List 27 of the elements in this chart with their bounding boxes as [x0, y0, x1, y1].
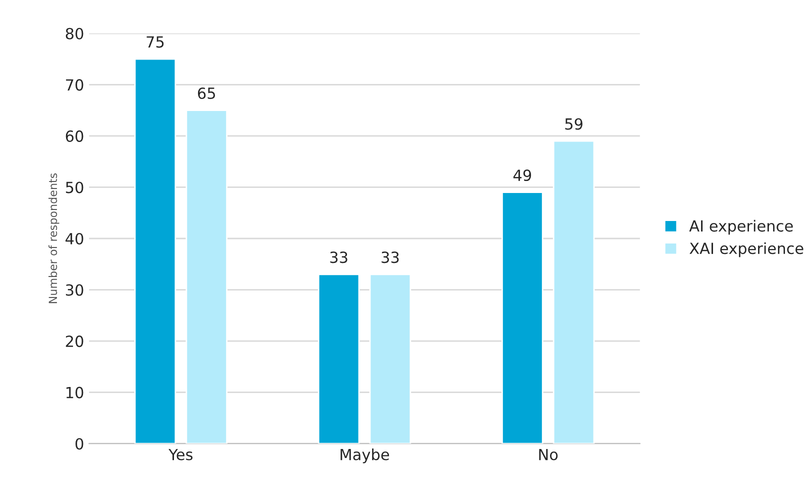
y-tick-label: 60: [66, 130, 84, 142]
bar: [186, 110, 228, 444]
x-tick-label: Yes: [168, 448, 192, 460]
y-tick-label: 20: [66, 336, 84, 348]
bar: [369, 274, 412, 444]
data-label: 65: [198, 87, 215, 100]
bar: [318, 274, 360, 444]
y-tick-label: 40: [66, 232, 84, 245]
y-tick-label: 50: [66, 182, 84, 194]
data-label: 33: [382, 252, 399, 264]
data-label: 33: [330, 252, 348, 264]
x-tick-label: Maybe: [340, 448, 390, 464]
y-axis-title: Number of respondents: [48, 173, 60, 304]
bar: [134, 58, 176, 444]
data-label: 59: [565, 118, 582, 130]
bar: [552, 140, 595, 444]
bar: [502, 192, 544, 444]
data-label: 49: [513, 170, 532, 182]
x-tick-label: No: [539, 448, 558, 460]
y-tick-label: 70: [66, 79, 84, 91]
y-tick-label: 0: [76, 438, 84, 450]
legend-label: AI experience: [689, 220, 793, 235]
y-tick-label: 30: [66, 284, 84, 296]
legend-label: XAI experience: [690, 242, 804, 258]
y-tick-label: 10: [66, 386, 84, 398]
data-label: 75: [146, 36, 164, 48]
y-tick-label: 80: [66, 28, 84, 40]
